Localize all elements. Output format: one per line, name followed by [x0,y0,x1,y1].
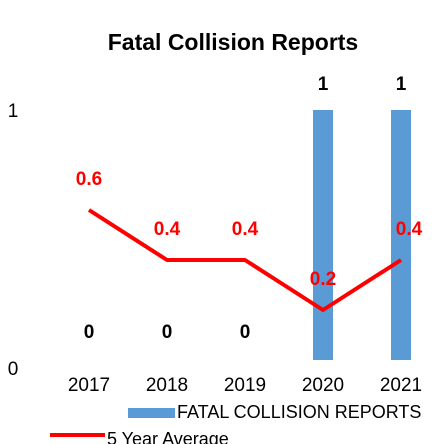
line-data-label: 0.4 [396,219,423,240]
bar [313,110,333,360]
line-data-label: 0.2 [310,269,336,290]
x-tick-label: 2021 [380,375,422,396]
bar-data-label: 1 [396,74,407,95]
legend-label: FATAL COLLISION REPORTS [177,402,421,422]
bar-data-label: 0 [162,322,173,343]
bar-data-label: 0 [240,322,251,343]
bar-data-label: 0 [84,322,95,343]
bar [391,110,411,360]
legend-label: 5 Year Average [107,429,229,444]
legend-swatch [128,408,175,418]
x-tick-label: 2017 [68,375,110,396]
x-tick-label: 2019 [224,375,266,396]
chart-title: Fatal Collision Reports [108,29,358,55]
line-data-label: 0.4 [154,219,181,240]
line-data-label: 0.6 [76,169,102,190]
x-tick-label: 2018 [146,375,188,396]
x-tick-label: 2020 [302,375,344,396]
y-tick-label: 0 [8,359,19,380]
line [87,208,403,312]
line-data-label: 0.4 [232,219,259,240]
y-tick-label: 1 [8,101,19,122]
bar-data-label: 1 [318,74,329,95]
